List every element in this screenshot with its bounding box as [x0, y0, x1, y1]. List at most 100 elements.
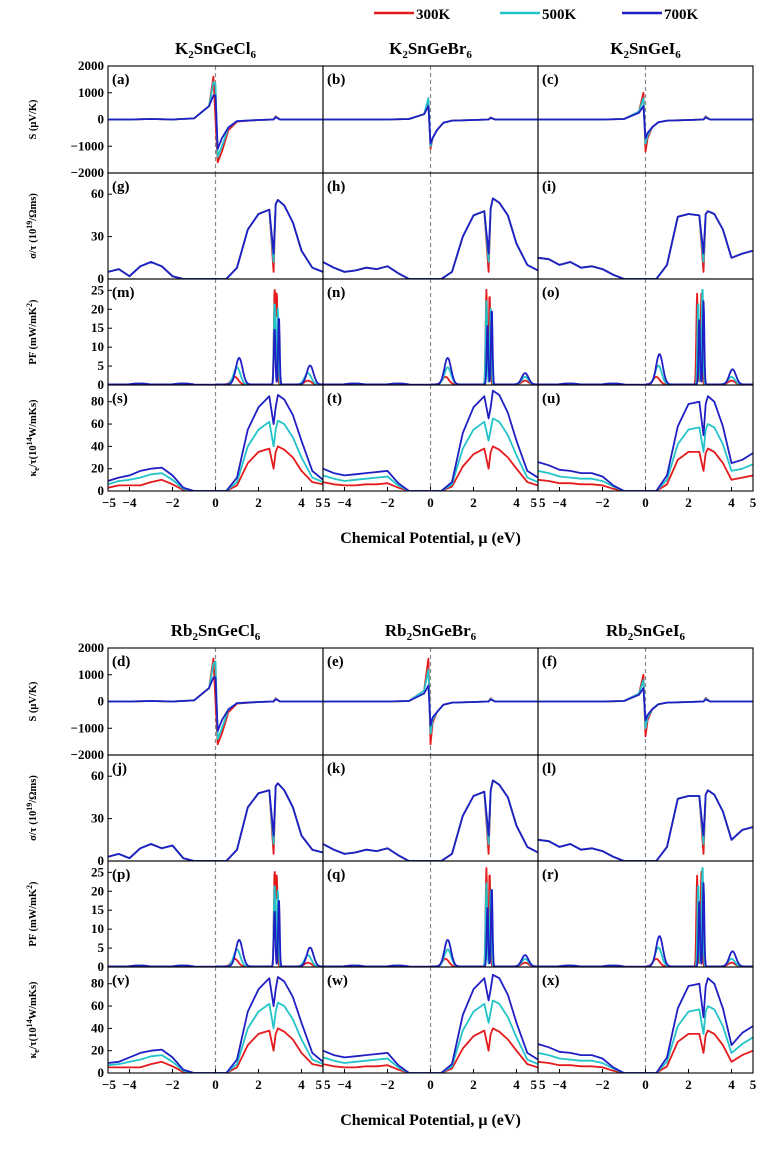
- y-tick-label: 0: [98, 112, 105, 127]
- panel-letter: (r): [542, 867, 559, 883]
- y-tick-label: 20: [91, 1043, 104, 1058]
- series-line-700K: [323, 779, 538, 861]
- panel-letter: (c): [542, 72, 559, 88]
- panel-letter: (g): [112, 179, 130, 195]
- panel-PF-Rb2SnGeI6: (r): [537, 860, 754, 968]
- y-axis-label-S: S (μV/K): [28, 681, 39, 722]
- x-tick-label: 4: [728, 495, 735, 510]
- panel-letter: (h): [327, 179, 345, 195]
- series-line-700K: [538, 789, 753, 861]
- panel-letter: (v): [112, 973, 130, 989]
- compound-title: Rb2SnGeCl6: [171, 621, 261, 643]
- compound-title: K2SnGeI6: [610, 39, 681, 61]
- y-tick-label: 20: [91, 301, 104, 316]
- panel-letter: (f): [542, 654, 557, 670]
- y-axis-label-sigma: σ/τ (1019/Ωms): [25, 775, 39, 841]
- y-tick-label: 5: [98, 940, 105, 955]
- y-tick-label: 60: [91, 186, 104, 201]
- y-tick-label: 0: [98, 271, 105, 286]
- x-tick-label: 2: [255, 1077, 262, 1092]
- y-tick-label: 0: [98, 1065, 105, 1080]
- panel-S-K2SnGeI6: (c): [537, 65, 754, 174]
- x-tick-label: −2: [381, 495, 395, 510]
- x-tick-label: 5: [324, 1077, 331, 1092]
- series-line-700K: [108, 976, 323, 1073]
- series-line-700K: [323, 684, 538, 727]
- x-tick-label: 4: [513, 495, 520, 510]
- panel-PF-K2SnGeI6: (o): [537, 278, 754, 386]
- y-axis-label-sigma: σ/τ (1019/Ωms): [25, 193, 39, 259]
- x-tick-label: 4: [298, 495, 305, 510]
- panel-kappa-K2SnGeI6: (u): [537, 384, 754, 492]
- y-tick-label: 15: [91, 902, 105, 917]
- x-tick-label: −5: [102, 1077, 116, 1092]
- y-tick-label: 80: [91, 394, 104, 409]
- panel-kappa-Rb2SnGeI6: (x): [537, 966, 754, 1074]
- x-tick-label: 0: [642, 495, 649, 510]
- panel-sigma-K2SnGeBr6: (h): [322, 172, 539, 280]
- panel-kappa-K2SnGeBr6: (t): [322, 384, 539, 492]
- panel-letter: (q): [327, 867, 345, 883]
- series-line-700K: [538, 395, 753, 491]
- x-tick-label: 2: [470, 1077, 477, 1092]
- x-tick-label: 0: [212, 1077, 219, 1092]
- x-tick-label: −2: [596, 495, 610, 510]
- x-tick-label: 2: [685, 495, 692, 510]
- panel-S-K2SnGeBr6: (b): [322, 65, 539, 174]
- series-line-300K: [108, 1027, 323, 1073]
- x-tick-label: −4: [338, 495, 352, 510]
- y-axis-label-kappa: κe/τ(1014W/mKs): [25, 981, 41, 1059]
- compound-title: Rb2SnGeI6: [606, 621, 686, 643]
- panel-letter: (b): [327, 72, 345, 88]
- y-tick-label: 10: [91, 339, 104, 354]
- panel-letter: (t): [327, 391, 342, 407]
- panel-sigma-K2SnGeCl6: (g): [107, 172, 324, 280]
- y-tick-label: 20: [91, 461, 104, 476]
- series-line-700K: [323, 197, 538, 279]
- y-tick-label: 25: [91, 864, 105, 879]
- panel-letter: (p): [112, 867, 130, 883]
- compound-title: Rb2SnGeBr6: [385, 621, 477, 643]
- y-tick-label: 0: [98, 483, 105, 498]
- panel-letter: (m): [112, 285, 135, 301]
- panel-letter: (n): [327, 285, 345, 301]
- x-tick-label: −4: [123, 1077, 137, 1092]
- x-tick-label: −2: [166, 1077, 180, 1092]
- y-tick-label: 40: [91, 438, 104, 453]
- y-tick-label: 60: [91, 998, 104, 1013]
- panel-sigma-Rb2SnGeI6: (l): [537, 754, 754, 862]
- panel-letter: (l): [542, 761, 556, 777]
- series-line-700K: [538, 105, 753, 140]
- panel-S-Rb2SnGeBr6: (e): [322, 647, 539, 756]
- series-line-300K: [323, 445, 538, 491]
- x-tick-label: 5: [531, 495, 538, 510]
- panel-S-Rb2SnGeI6: (f): [537, 647, 754, 756]
- legend-label: 500K: [542, 7, 577, 23]
- panel-letter: (x): [542, 973, 560, 989]
- x-tick-label: 5: [531, 1077, 538, 1092]
- panel-letter: (i): [542, 179, 556, 195]
- series-line-300K: [538, 1029, 753, 1073]
- x-tick-label: 5: [539, 1077, 546, 1092]
- x-tick-label: 2: [470, 495, 477, 510]
- series-line-500K: [108, 1001, 323, 1073]
- y-tick-label: 10: [91, 921, 104, 936]
- x-tick-label: −4: [553, 1077, 567, 1092]
- panel-PF-K2SnGeBr6: (n): [322, 278, 539, 386]
- y-tick-label: −2000: [71, 165, 104, 180]
- y-tick-label: 60: [91, 768, 104, 783]
- series-line-500K: [108, 419, 323, 491]
- x-tick-label: 4: [513, 1077, 520, 1092]
- series-line-700K: [108, 94, 323, 150]
- panel-letter: (j): [112, 761, 127, 777]
- x-tick-label: 5: [316, 495, 323, 510]
- y-tick-label: 2000: [78, 58, 104, 73]
- series-line-300K: [538, 447, 753, 491]
- y-tick-label: 1000: [78, 85, 104, 100]
- y-tick-label: 25: [91, 282, 105, 297]
- panel-PF-Rb2SnGeBr6: (q): [322, 860, 539, 968]
- series-line-700K: [323, 973, 538, 1073]
- x-axis-label: Chemical Potential, μ (eV): [340, 1112, 521, 1129]
- panel-letter: (s): [112, 391, 128, 407]
- panel-sigma-K2SnGeI6: (i): [537, 172, 754, 280]
